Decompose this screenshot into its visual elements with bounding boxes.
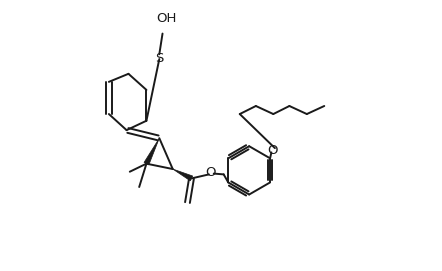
Polygon shape bbox=[173, 169, 193, 181]
Text: O: O bbox=[205, 166, 215, 179]
Text: O: O bbox=[267, 144, 278, 157]
Text: S: S bbox=[155, 52, 164, 65]
Text: OH: OH bbox=[156, 12, 176, 25]
Polygon shape bbox=[144, 138, 159, 165]
